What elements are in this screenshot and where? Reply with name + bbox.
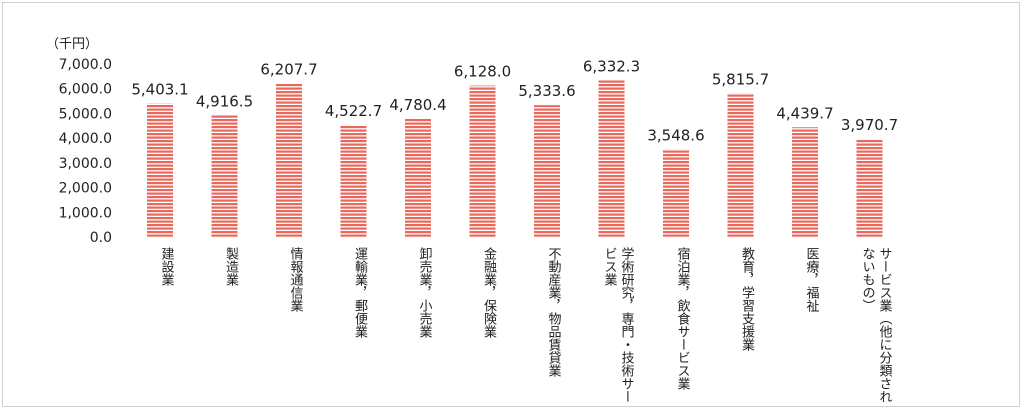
data-label: 5,403.1 [131,80,188,98]
category-label: 建設業 [159,247,175,286]
y-tick-label: 3,000.0 [59,156,112,172]
category-label: 医療，福祉 [804,247,820,313]
bar [211,115,238,237]
y-tick-label: 6,000.0 [59,82,112,98]
category-label: ないもの） [860,247,876,312]
category-label: 情報通信業 [288,247,304,312]
data-label: 6,332.3 [583,58,640,76]
category-label: 製造業 [223,247,239,286]
bar [405,118,431,237]
bar [598,80,625,237]
category-label: 学術研究，専門・技術サー [619,246,635,403]
category-label: 卸売業，小売業 [417,246,433,338]
data-label: 6,128.0 [454,63,511,81]
data-label: 4,916.5 [196,92,253,110]
data-label: 6,207.7 [260,61,317,79]
category-label: 教育，学習支援業 [739,246,755,351]
y-tick-label: 5,000.0 [59,106,112,122]
y-axis-unit-label: （千円） [46,37,98,52]
bar [276,83,302,237]
category-labels: 建設業 製造業 情報通信業 運輸業，郵便業 卸売業，小売業 金融業，保険業 不動産業，物品賃… [159,246,893,403]
data-label: 5,333.6 [518,82,575,100]
category-label: サービス業（他に分類され [877,247,893,403]
category-label: 運輸業，郵便業 [352,247,368,338]
data-label: 3,548.6 [647,126,704,144]
data-label: 4,780.4 [389,96,446,114]
bars [147,80,883,237]
bar [534,105,560,237]
y-tick-label: 4,000.0 [59,131,112,147]
category-label: ビス業 [602,247,618,286]
y-tick-label: 2,000.0 [59,181,112,197]
data-label: 5,815.7 [712,70,769,88]
bar [663,149,689,237]
bar [792,127,818,237]
category-label: 不動産業，物品賃貸業 [546,247,562,377]
data-labels: 5,403.1 4,916.5 6,207.7 4,522.7 4,780.4 6,128… [131,58,898,145]
y-tick-label: 1,000.0 [59,205,112,221]
category-label: 宿泊業，飲食サービス業 [675,246,691,390]
bar [727,93,754,237]
data-label: 4,439.7 [776,104,833,122]
y-axis-ticks: 0.0 1,000.0 2,000.0 3,000.0 4,000.0 5,000.0 6,… [59,57,112,246]
data-label: 3,970.7 [841,116,898,134]
bar [856,138,883,237]
bar [340,125,367,237]
bar [147,103,173,237]
category-label: 金融業，保険業 [481,246,497,338]
y-tick-label: 7,000.0 [59,57,112,73]
data-label: 4,522.7 [325,102,382,120]
y-tick-label: 0.0 [90,230,112,246]
bar [469,85,496,237]
